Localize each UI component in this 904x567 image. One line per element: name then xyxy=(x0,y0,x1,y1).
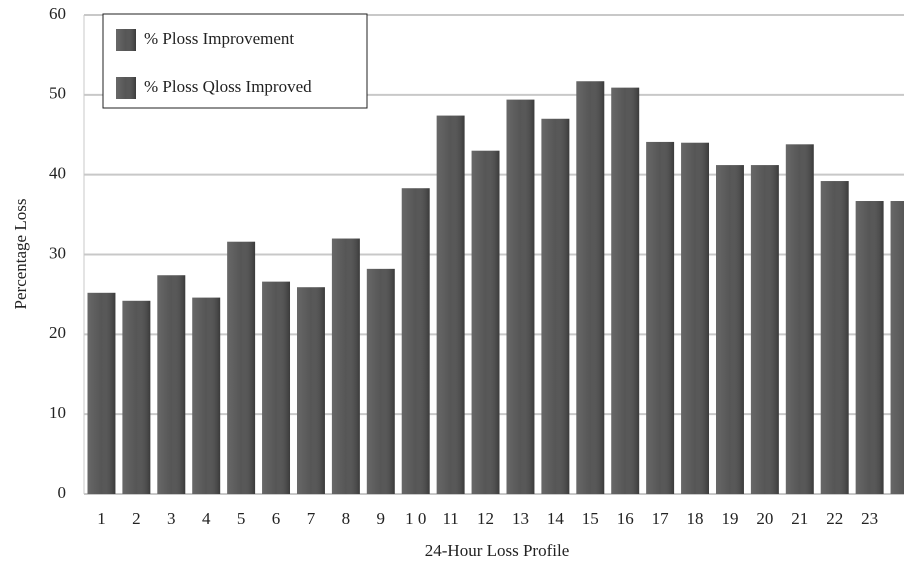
x-tick-label: 5 xyxy=(237,509,246,528)
y-axis-label: Percentage Loss xyxy=(11,199,30,310)
bar-shade xyxy=(890,201,904,495)
x-tick-label: 8 xyxy=(342,509,351,528)
bar-shade xyxy=(331,238,360,494)
x-tick-label: 20 xyxy=(756,509,773,528)
bar-shade xyxy=(611,87,640,495)
y-tick-label: 40 xyxy=(49,164,66,183)
x-tick-label: 15 xyxy=(582,509,599,528)
y-tick-label: 50 xyxy=(49,84,66,103)
bar-shade xyxy=(122,300,151,494)
bar-shade xyxy=(715,165,744,494)
bar-shade xyxy=(576,81,605,495)
x-tick-label: 4 xyxy=(202,509,211,528)
bar-shade xyxy=(157,275,186,494)
bar-shade xyxy=(681,142,710,494)
bar-shade xyxy=(855,201,884,495)
bar-shade xyxy=(227,241,256,494)
x-tick-label: 22 xyxy=(826,509,843,528)
x-tick-label: 21 xyxy=(791,509,808,528)
legend-box xyxy=(102,13,368,109)
y-tick-label: 60 xyxy=(49,4,66,23)
bar-shade xyxy=(785,144,814,494)
x-tick-label: 17 xyxy=(652,509,670,528)
x-tick-label: 16 xyxy=(617,509,634,528)
bar-shade xyxy=(541,118,570,495)
x-tick-label: 1 xyxy=(97,509,106,528)
bar-shade xyxy=(436,115,465,494)
x-tick-label: 11 xyxy=(442,509,458,528)
x-axis-label: 24-Hour Loss Profile xyxy=(425,541,569,560)
legend-label: % Ploss Qloss Improved xyxy=(144,77,312,96)
x-tick-label: 9 xyxy=(377,509,386,528)
x-tick-label: 12 xyxy=(477,509,494,528)
x-tick-label: 13 xyxy=(512,509,529,528)
y-tick-label: 30 xyxy=(49,243,66,262)
y-tick-label: 20 xyxy=(49,323,66,342)
x-tick-label: 23 xyxy=(861,509,878,528)
x-tick-label: 14 xyxy=(547,509,565,528)
bar-shade xyxy=(87,292,116,494)
x-tick-label: 2 xyxy=(132,509,141,528)
bar-shade xyxy=(401,188,430,494)
legend: % Ploss Improvement % Ploss Qloss Improve… xyxy=(102,13,368,109)
x-tick-label: 1 0 xyxy=(405,509,426,528)
y-tick-label: 10 xyxy=(49,403,66,422)
bar-shade xyxy=(646,141,675,494)
x-tick-label: 3 xyxy=(167,509,176,528)
bar-shade xyxy=(296,287,325,494)
legend-label: % Ploss Improvement xyxy=(144,29,294,48)
x-tick-label: 7 xyxy=(307,509,316,528)
x-tick-label: 19 xyxy=(721,509,738,528)
legend-swatch-shade xyxy=(116,77,136,99)
bars xyxy=(87,81,904,495)
bar-shade xyxy=(471,150,500,494)
bar-shade xyxy=(192,297,221,494)
bar-shade xyxy=(262,281,291,494)
bar-shade xyxy=(366,268,395,494)
legend-swatch-shade xyxy=(116,29,136,51)
bar-shade xyxy=(750,165,779,494)
x-tick-label: 6 xyxy=(272,509,281,528)
bar-shade xyxy=(820,181,849,494)
bar-shade xyxy=(506,99,535,494)
y-tick-label: 0 xyxy=(58,483,67,502)
x-tick-label: 18 xyxy=(687,509,704,528)
